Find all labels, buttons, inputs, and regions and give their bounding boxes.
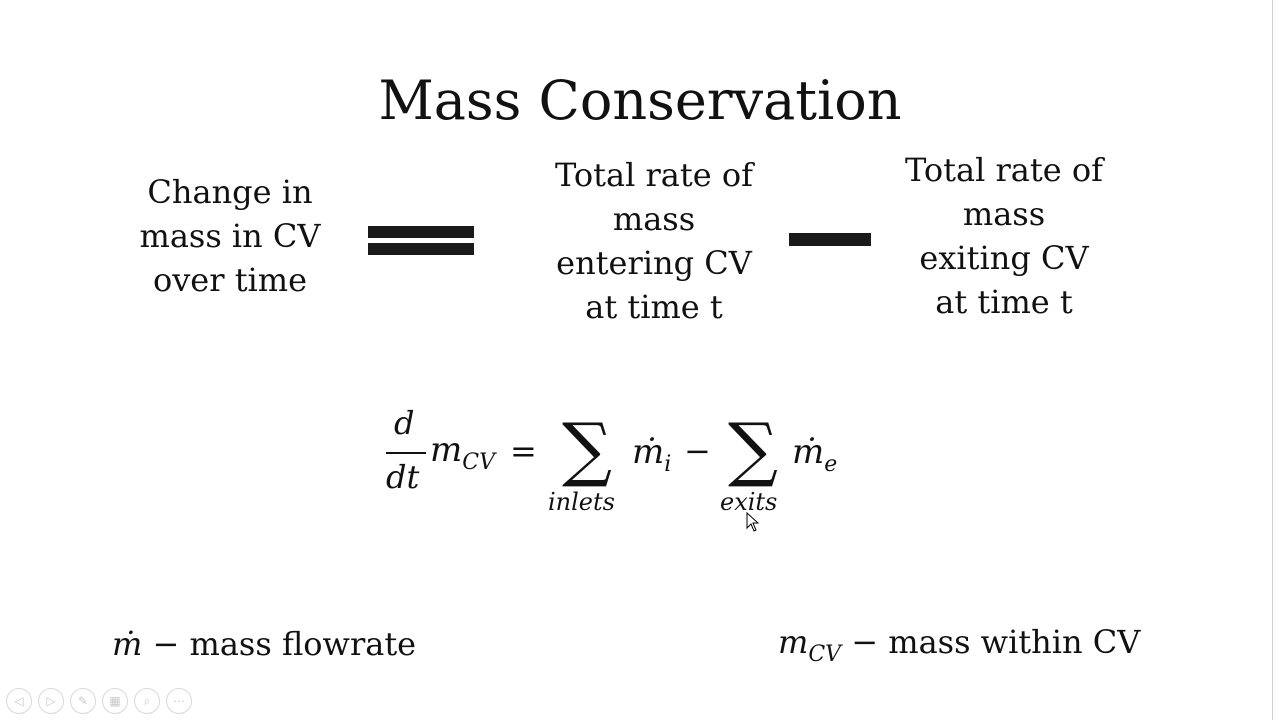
equation-equals: = xyxy=(510,432,537,470)
term-change-in-mass: Change in mass in CV over time xyxy=(139,173,321,299)
sum-exits-symbol: ∑ xyxy=(728,408,778,490)
previous-icon[interactable]: ◁ xyxy=(6,688,32,714)
minus-bar xyxy=(789,233,871,246)
equation-numerator: d xyxy=(394,404,415,442)
slides-icon[interactable]: ▦ xyxy=(102,688,128,714)
sum-inlets-symbol: ∑ xyxy=(562,408,612,490)
equation-mdot-e: ṁe xyxy=(792,432,838,477)
more-icon[interactable]: ⋯ xyxy=(166,688,192,714)
sum-exits-limit: exits xyxy=(720,488,778,516)
equation-denominator: dt xyxy=(386,458,420,496)
term-mass-entering: Total rate of mass entering CV at time t xyxy=(555,156,753,326)
equation-minus: − xyxy=(684,432,711,470)
equals-bar-top xyxy=(368,226,474,238)
slideshow-toolbar: ◁ ▷ ✎ ▦ ⌕ ⋯ xyxy=(6,688,192,716)
term-mass-exiting: Total rate of mass exiting CV at time t xyxy=(905,151,1103,321)
slide-title: Mass Conservation xyxy=(378,69,902,132)
zoom-icon[interactable]: ⌕ xyxy=(134,688,160,714)
equals-bar-bottom xyxy=(368,243,474,255)
equation-mdot-i: ṁi xyxy=(632,432,672,477)
sum-inlets-limit: inlets xyxy=(548,488,615,516)
next-icon[interactable]: ▷ xyxy=(38,688,64,714)
legend-mass-flowrate: ṁ − mass flowrate xyxy=(112,625,417,663)
window-edge xyxy=(1272,0,1273,720)
legend-mass-within-cv: mCV − mass within CV xyxy=(778,623,1141,667)
equation-m-cv: mCV xyxy=(430,430,495,475)
pen-icon[interactable]: ✎ xyxy=(70,688,96,714)
mouse-cursor-icon xyxy=(746,512,760,532)
fraction-line xyxy=(386,452,426,454)
